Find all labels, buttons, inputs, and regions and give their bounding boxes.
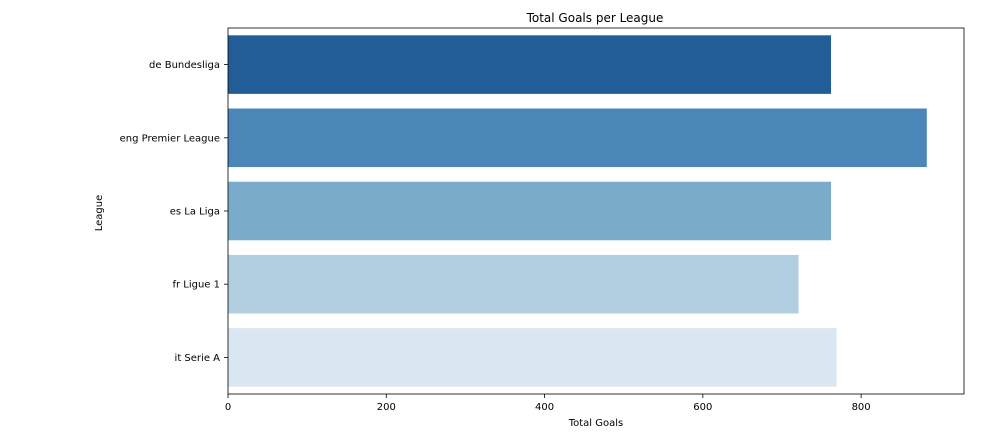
y-tick-label: es La Liga <box>170 207 220 218</box>
y-tick-label: de Bundesliga <box>149 60 220 71</box>
x-tick-label: 400 <box>535 402 554 413</box>
y-axis-label: League <box>94 195 105 232</box>
y-axis-ticks: de Bundesliga eng Premier League es La Lig… <box>120 60 228 364</box>
bar-it-serie-a <box>228 328 837 387</box>
x-tick-label: 800 <box>852 402 871 413</box>
y-tick-label: eng Premier League <box>120 133 220 144</box>
bar-fr-ligue-1 <box>228 254 799 314</box>
x-axis-ticks: 0 200 400 600 800 <box>225 394 871 413</box>
bar-es-la-liga <box>228 181 832 241</box>
y-tick-label: it Serie A <box>175 353 221 364</box>
x-tick-label: 0 <box>225 402 231 413</box>
chart-title: Total Goals per League <box>526 11 664 25</box>
y-tick-label: fr Ligue 1 <box>172 280 220 291</box>
x-tick-label: 200 <box>377 402 396 413</box>
x-tick-label: 600 <box>693 402 712 413</box>
x-axis-label: Total Goals <box>568 418 624 429</box>
bars-group <box>228 35 927 387</box>
bar-eng-premier-league <box>228 108 927 168</box>
bar-de-bundesliga <box>228 35 832 94</box>
